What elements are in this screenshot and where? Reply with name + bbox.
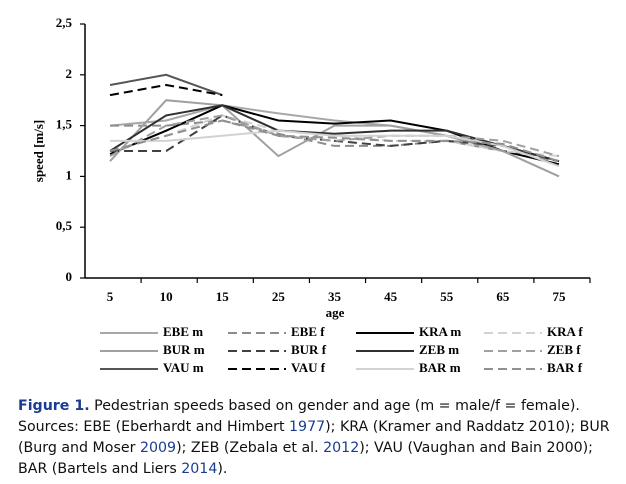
series-line <box>109 99 560 178</box>
series-line <box>109 73 223 97</box>
y-tick-label: 2 <box>66 66 73 81</box>
reference-year[interactable]: 1977 <box>289 419 326 435</box>
series-line <box>110 119 560 163</box>
legend-label: KRA m <box>419 324 461 339</box>
x-tick-label: 25 <box>272 289 286 304</box>
x-tick-label: 15 <box>216 289 230 304</box>
series-line <box>109 104 560 166</box>
reference-year[interactable]: 2009 <box>139 440 177 456</box>
x-tick-label: 10 <box>160 289 173 304</box>
series-line <box>109 114 560 158</box>
caption-text: Pedestrian speeds based on gender and ag… <box>18 398 580 435</box>
legend-label: BUR m <box>163 342 205 357</box>
legend-label: BAR m <box>419 360 461 375</box>
chart: speed [m/s] age 0 0,5 1 1,5 2 2,5 5 10 15 25 35 45 5… <box>31 15 591 375</box>
legend-label: VAU f <box>291 360 326 375</box>
legend-label: EBE m <box>163 324 203 339</box>
reference-year[interactable]: 2014 <box>181 461 218 477</box>
x-axis-label: age <box>326 305 345 320</box>
x-tick-label: 5 <box>107 289 114 304</box>
caption-text: ). <box>217 461 228 477</box>
caption-text: ); ZEB (Zebala et al. <box>176 440 324 456</box>
legend-label: EBE f <box>291 324 325 339</box>
series-line <box>109 104 560 163</box>
legend-label: BUR f <box>291 342 327 357</box>
y-axis-label: speed [m/s] <box>31 120 46 182</box>
y-tick-label: 0,5 <box>56 218 73 233</box>
y-tick-label: 0 <box>66 269 73 284</box>
series-line <box>109 119 560 163</box>
legend-label: ZEB f <box>547 342 581 357</box>
caption-text: ); KRA (Kramer and Raddatz 2010); BUR (B… <box>18 419 610 456</box>
legend-label: ZEB m <box>419 342 459 357</box>
x-tick-label: 35 <box>328 289 342 304</box>
x-tick-label: 45 <box>384 289 398 304</box>
reference-year[interactable]: 2012 <box>323 440 360 456</box>
x-tick-label: 75 <box>552 289 566 304</box>
caption: Figure 1. Pedestrian speeds based on gen… <box>18 396 610 480</box>
y-tick-label: 1 <box>66 167 73 182</box>
legend-label: KRA f <box>547 324 583 339</box>
series-line <box>109 83 223 97</box>
caption-label: Figure 1. <box>18 398 90 414</box>
caption-text: ); VAU (Vaughan and Bain 2000); BAR (Bar… <box>18 440 593 477</box>
legend-label: VAU m <box>163 360 204 375</box>
x-tick-label: 55 <box>440 289 454 304</box>
y-tick-label: 2,5 <box>56 15 73 30</box>
x-tick-label: 65 <box>496 289 510 304</box>
y-tick-label: 1,5 <box>56 117 73 132</box>
legend-label: BAR f <box>547 360 583 375</box>
